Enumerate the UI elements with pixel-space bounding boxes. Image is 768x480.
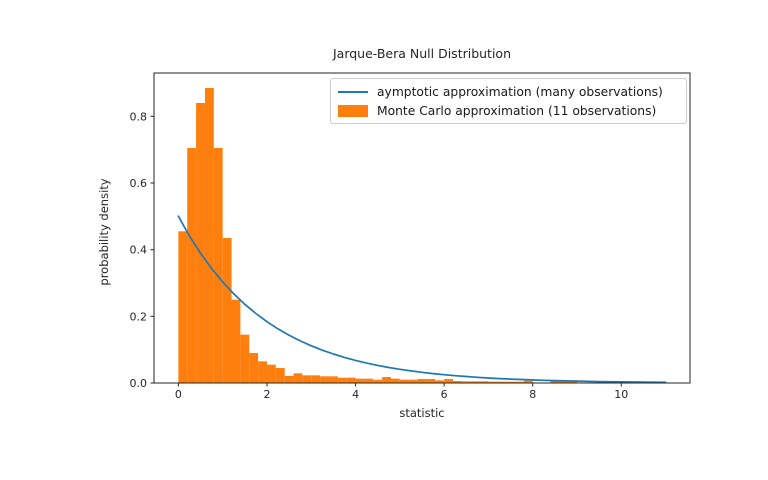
legend-entry-montecarlo: Monte Carlo approximation (11 observatio… xyxy=(338,102,679,119)
x-tick-label: 4 xyxy=(352,388,359,401)
asymptotic-curve xyxy=(177,215,667,384)
histogram-bar xyxy=(426,379,436,383)
histogram-bar xyxy=(204,88,214,383)
histogram-bar xyxy=(337,377,347,383)
y-tick-label: 0.6 xyxy=(130,177,148,190)
histogram-bar xyxy=(417,379,427,383)
histogram-bar xyxy=(178,231,188,383)
y-axis-label: probability density xyxy=(97,178,111,286)
histogram-bar xyxy=(488,381,498,383)
histogram-bar xyxy=(196,103,205,383)
histogram-bar xyxy=(320,376,329,383)
histogram-bar xyxy=(390,378,400,383)
legend-entry-asymptotic: aymptotic approximation (many observatio… xyxy=(338,83,679,100)
histogram-bar xyxy=(497,381,507,383)
histogram-bar xyxy=(523,380,533,383)
histogram-bar xyxy=(444,379,454,383)
histogram-bar xyxy=(346,377,356,383)
histogram-bar xyxy=(187,148,197,383)
histogram-bar xyxy=(284,376,294,383)
histogram-bar xyxy=(408,379,418,383)
histogram-bar xyxy=(506,381,516,383)
legend-line-swatch xyxy=(338,90,368,93)
histogram-bar xyxy=(222,238,232,383)
patch-sample-icon xyxy=(338,104,368,117)
y-tick-label: 0.2 xyxy=(130,310,148,323)
histogram-bar xyxy=(275,368,285,383)
histogram-bar xyxy=(355,378,365,383)
y-tick-label: 0.4 xyxy=(130,244,148,257)
histogram-bar xyxy=(311,375,321,383)
histogram-bar xyxy=(258,361,267,383)
histogram-bar xyxy=(249,353,259,383)
x-tick-label: 10 xyxy=(614,388,628,401)
histogram-bar xyxy=(568,381,578,383)
histogram-bar xyxy=(213,148,223,383)
x-tick-label: 8 xyxy=(529,388,536,401)
histogram-bar xyxy=(364,378,374,383)
axes-spines xyxy=(153,72,691,384)
histogram-bar xyxy=(435,380,445,383)
histogram-bar xyxy=(240,334,250,383)
histogram-bar xyxy=(461,381,471,383)
histogram-bar xyxy=(470,381,480,383)
histogram-bar xyxy=(559,381,569,383)
histogram-bar xyxy=(479,381,489,383)
histogram-bar xyxy=(302,375,312,383)
line-sample-icon xyxy=(338,90,368,93)
y-tick-label: 0.0 xyxy=(130,377,148,390)
histogram-bar xyxy=(382,377,391,383)
x-tick-label: 2 xyxy=(264,388,271,401)
histogram-bar xyxy=(293,373,303,383)
histogram-bar xyxy=(266,364,276,383)
legend-entry-label: aymptotic approximation (many observatio… xyxy=(377,84,663,99)
histogram-bar xyxy=(328,376,338,383)
chart-title: Jarque-Bera Null Distribution xyxy=(332,46,512,61)
legend-entry-label: Monte Carlo approximation (11 observatio… xyxy=(377,103,657,118)
y-tick-label: 0.8 xyxy=(130,110,148,123)
histogram-bar xyxy=(231,299,241,383)
legend: aymptotic approximation (many observatio… xyxy=(330,78,687,124)
histogram-bar xyxy=(550,381,560,383)
x-tick-label: 6 xyxy=(441,388,448,401)
histogram-bar xyxy=(399,379,409,383)
histogram-bar xyxy=(453,381,462,383)
histogram-bar xyxy=(373,379,383,383)
legend-patch-swatch xyxy=(338,104,368,117)
histogram-bar xyxy=(515,381,524,383)
x-axis-label: statistic xyxy=(399,406,445,420)
x-tick-label: 0 xyxy=(175,388,182,401)
